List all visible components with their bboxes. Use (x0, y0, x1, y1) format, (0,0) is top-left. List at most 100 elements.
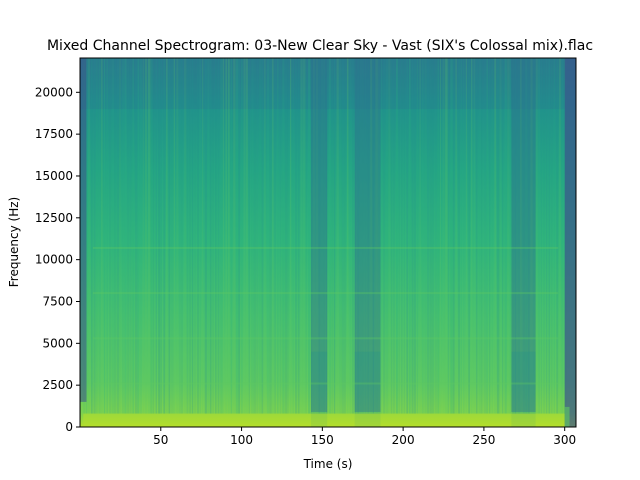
time-streak (491, 58, 493, 414)
time-streak (478, 58, 482, 414)
time-streak (460, 58, 462, 414)
time-streak (401, 58, 403, 414)
time-streak (132, 58, 135, 414)
y-tick-label: 0 (65, 420, 73, 434)
time-streak (396, 58, 398, 414)
time-streak (222, 58, 225, 414)
time-streak (341, 58, 345, 414)
time-streak (388, 58, 391, 414)
time-streak (233, 58, 236, 414)
time-streak (85, 58, 88, 414)
time-streak (380, 58, 383, 414)
time-streak (543, 58, 545, 414)
time-streak (178, 58, 182, 414)
time-streak (227, 58, 230, 414)
time-streak (282, 58, 285, 414)
time-streak (383, 58, 386, 414)
time-streak (439, 58, 442, 414)
time-streak (398, 58, 400, 414)
track-end-region (564, 58, 576, 427)
time-streak (137, 58, 140, 414)
y-tick-label: 5000 (42, 336, 73, 350)
axes-frame (79, 57, 577, 428)
time-streak (408, 58, 411, 414)
time-streak (189, 58, 192, 414)
time-streak (558, 58, 562, 414)
time-streak (88, 58, 90, 414)
x-axis-label: Time (s) (303, 457, 353, 471)
time-streak (145, 58, 147, 414)
time-streak (119, 58, 121, 414)
time-streak (349, 58, 352, 414)
time-streak (308, 58, 311, 414)
time-streak (129, 58, 132, 414)
time-streak (240, 58, 243, 414)
time-streak (310, 58, 313, 414)
time-streak (411, 58, 414, 414)
spectrogram-base (80, 58, 576, 427)
time-streak (269, 58, 272, 414)
time-streak (502, 58, 504, 414)
time-streak (181, 58, 183, 414)
time-streak (509, 58, 512, 414)
y-tick-label: 17500 (35, 127, 73, 141)
time-streak (339, 58, 342, 414)
time-streak (106, 58, 108, 414)
time-streak (230, 58, 233, 414)
time-streak (199, 58, 201, 414)
track-end-tail (564, 406, 570, 427)
time-streak (261, 58, 264, 414)
time-streak (142, 58, 145, 414)
time-streak (424, 58, 427, 414)
time-streak (111, 58, 115, 414)
tone-line (92, 382, 559, 385)
time-streak (186, 58, 189, 414)
time-streak (93, 58, 96, 414)
time-streak (359, 58, 362, 414)
time-streak (494, 58, 497, 414)
time-streak (302, 58, 306, 414)
time-streak (403, 58, 405, 414)
time-streak (292, 58, 294, 414)
y-axis: 0 2500 5000 7500 10000 12500 15000 17500 20000 (35, 85, 80, 434)
time-streak (352, 58, 354, 414)
time-streak (489, 58, 491, 414)
time-streak (362, 58, 364, 414)
time-streak (326, 58, 328, 414)
time-streak (481, 58, 483, 414)
y-tick-label: 15000 (35, 169, 73, 183)
time-streak (173, 58, 175, 414)
time-streak (215, 58, 217, 414)
y-axis-label: Frequency (Hz) (7, 197, 21, 288)
time-streak (476, 58, 478, 414)
time-streak (238, 58, 241, 414)
time-streak (357, 58, 360, 414)
time-streak (153, 58, 155, 414)
time-streak (538, 58, 540, 414)
time-streak (209, 58, 212, 414)
time-streak (525, 58, 528, 414)
time-streak (165, 58, 168, 414)
time-streak (540, 58, 543, 414)
time-streak (367, 58, 369, 414)
time-streak (124, 58, 127, 414)
y-tick-label: 2500 (42, 378, 73, 392)
time-streak (290, 58, 292, 414)
time-streak (333, 58, 336, 414)
time-streak (297, 58, 300, 414)
time-streak (160, 58, 162, 414)
time-streak (101, 58, 103, 414)
time-streak (458, 58, 461, 414)
time-streak (328, 58, 331, 414)
time-streak (465, 58, 467, 414)
time-streak (421, 58, 424, 414)
spectrogram-overlays (80, 58, 576, 427)
x-tick-label: 100 (230, 433, 253, 447)
time-streak (323, 58, 326, 414)
tone-line (92, 246, 559, 249)
time-streak (184, 58, 187, 414)
chart-title: Mixed Channel Spectrogram: 03-New Clear … (47, 38, 593, 54)
time-streak (264, 58, 266, 414)
time-streak (207, 58, 210, 414)
time-streak (390, 58, 393, 414)
